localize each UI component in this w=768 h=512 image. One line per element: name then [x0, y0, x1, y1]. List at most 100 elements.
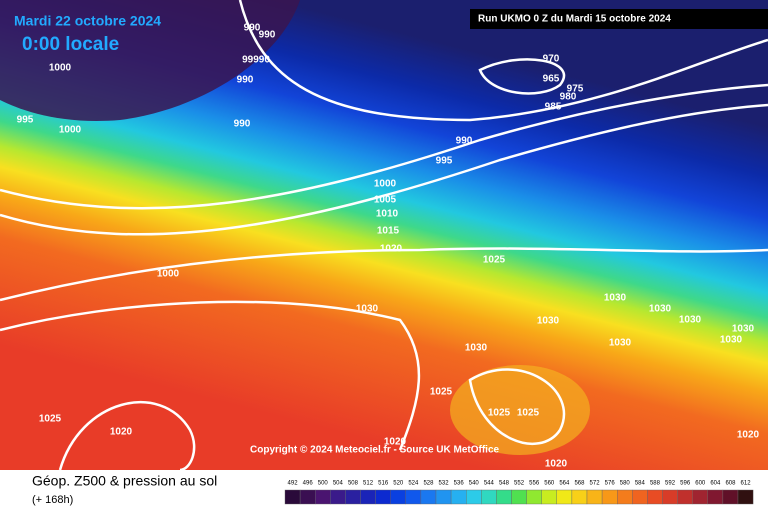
legend-level: 576 [605, 481, 616, 487]
valid-time: 0:00 locale [22, 34, 119, 55]
legend-swatch [420, 489, 437, 505]
isobar-label: 1025 [483, 255, 506, 266]
isobar-label: 1000 [49, 63, 72, 74]
legend-level: 512 [363, 481, 374, 487]
run-info: Run UKMO 0 Z du Mardi 15 octobre 2024 [478, 14, 671, 25]
legend-level: 504 [333, 481, 344, 487]
legend-level: 552 [514, 481, 525, 487]
isobar [0, 103, 768, 236]
isobar-label: 995 [436, 156, 453, 167]
legend-swatch [601, 489, 618, 505]
legend-level: 492 [288, 481, 299, 487]
legend-swatch [677, 489, 693, 505]
legend-level: 568 [574, 481, 585, 487]
isobar-label: 990 [244, 23, 261, 34]
isobar-label: 1030 [465, 343, 488, 354]
isobar-label: 1030 [604, 293, 627, 304]
legend-swatch [466, 489, 482, 505]
isobar-label: 990 [234, 119, 251, 130]
legend-level: 560 [544, 481, 555, 487]
legend-swatch [737, 489, 754, 505]
isobar-label: 1000 [157, 269, 180, 280]
legend-level: 584 [635, 481, 646, 487]
legend-swatch [662, 489, 678, 505]
isobar [468, 368, 566, 446]
isobar-label: 980 [560, 92, 577, 103]
legend-level: 608 [725, 481, 736, 487]
legend-level: 508 [348, 481, 359, 487]
isobar-label: 990 [237, 75, 254, 86]
legend-swatch [375, 489, 391, 505]
isobar [478, 58, 566, 95]
run-box [470, 9, 768, 29]
legend-level: 572 [590, 481, 601, 487]
legend-level: 580 [620, 481, 631, 487]
legend-level: 592 [665, 481, 676, 487]
legend-swatch [692, 489, 709, 505]
legend-swatch [722, 489, 739, 505]
isobar-label: 985 [545, 102, 562, 113]
legend-level: 528 [423, 481, 434, 487]
isobar-label: 1015 [377, 226, 400, 237]
legend-level: 612 [741, 481, 752, 487]
footer-subtitle: (+ 168h) [32, 494, 73, 506]
legend-swatch [541, 489, 558, 505]
legend-swatch [647, 489, 663, 505]
legend-level: 540 [469, 481, 480, 487]
isobar-label: 990 [456, 136, 473, 147]
isobar [58, 401, 196, 472]
isobar-label: 1020 [737, 430, 760, 441]
isobar [0, 300, 421, 451]
isobar-label: 1030 [720, 335, 743, 346]
legend-swatch [284, 489, 301, 505]
isobar [0, 247, 768, 302]
isobar-label: 1025 [430, 387, 453, 398]
legend-level: 556 [529, 481, 540, 487]
legend-swatch [315, 489, 331, 505]
isobar-label: 1020 [380, 244, 403, 255]
legend-level: 532 [439, 481, 450, 487]
isobar-label: 965 [543, 74, 560, 85]
isobar [238, 0, 768, 122]
isobar-label: 1020 [384, 437, 407, 448]
legend-level: 500 [318, 481, 329, 487]
legend-swatch [390, 489, 407, 505]
isobar-label: 970 [543, 54, 560, 65]
isobar-label: 1030 [732, 324, 755, 335]
isobar-label: 99990 [242, 55, 270, 66]
isobar-label: 1020 [545, 459, 568, 470]
legend-swatch [405, 489, 422, 505]
isobar-label: 1030 [679, 315, 702, 326]
isobar-label: 1025 [39, 414, 62, 425]
legend-swatch [299, 489, 316, 505]
isobar-label: 1030 [537, 316, 560, 327]
legend-swatch [330, 489, 346, 505]
legend-swatch [345, 489, 361, 505]
legend-level: 564 [559, 481, 570, 487]
legend-swatch [526, 489, 542, 505]
legend-level: 588 [650, 481, 661, 487]
legend-level: 596 [680, 481, 691, 487]
legend-swatch [586, 489, 603, 505]
legend-swatch [617, 489, 633, 505]
legend-swatch [496, 489, 512, 505]
legend-level: 544 [484, 481, 495, 487]
low-anomaly [0, 0, 300, 121]
legend-swatch [632, 489, 648, 505]
legend-level: 516 [378, 481, 389, 487]
isobar-label: 995 [17, 115, 34, 126]
isobar-label: 1025 [517, 408, 540, 419]
warm-anomaly [450, 365, 590, 455]
valid-date: Mardi 22 octobre 2024 [14, 13, 161, 29]
legend-swatch [435, 489, 452, 505]
isobar-label: 975 [567, 84, 584, 95]
legend-level: 536 [454, 481, 465, 487]
footer-title: Géop. Z500 & pression au sol [32, 473, 217, 489]
isobar-label: 1000 [374, 179, 397, 190]
isobar-label: 1030 [649, 304, 672, 315]
legend-level: 600 [695, 481, 706, 487]
legend-swatch [360, 489, 376, 505]
isobar-label: 1000 [59, 125, 82, 136]
isobar-label: 990 [259, 30, 276, 41]
